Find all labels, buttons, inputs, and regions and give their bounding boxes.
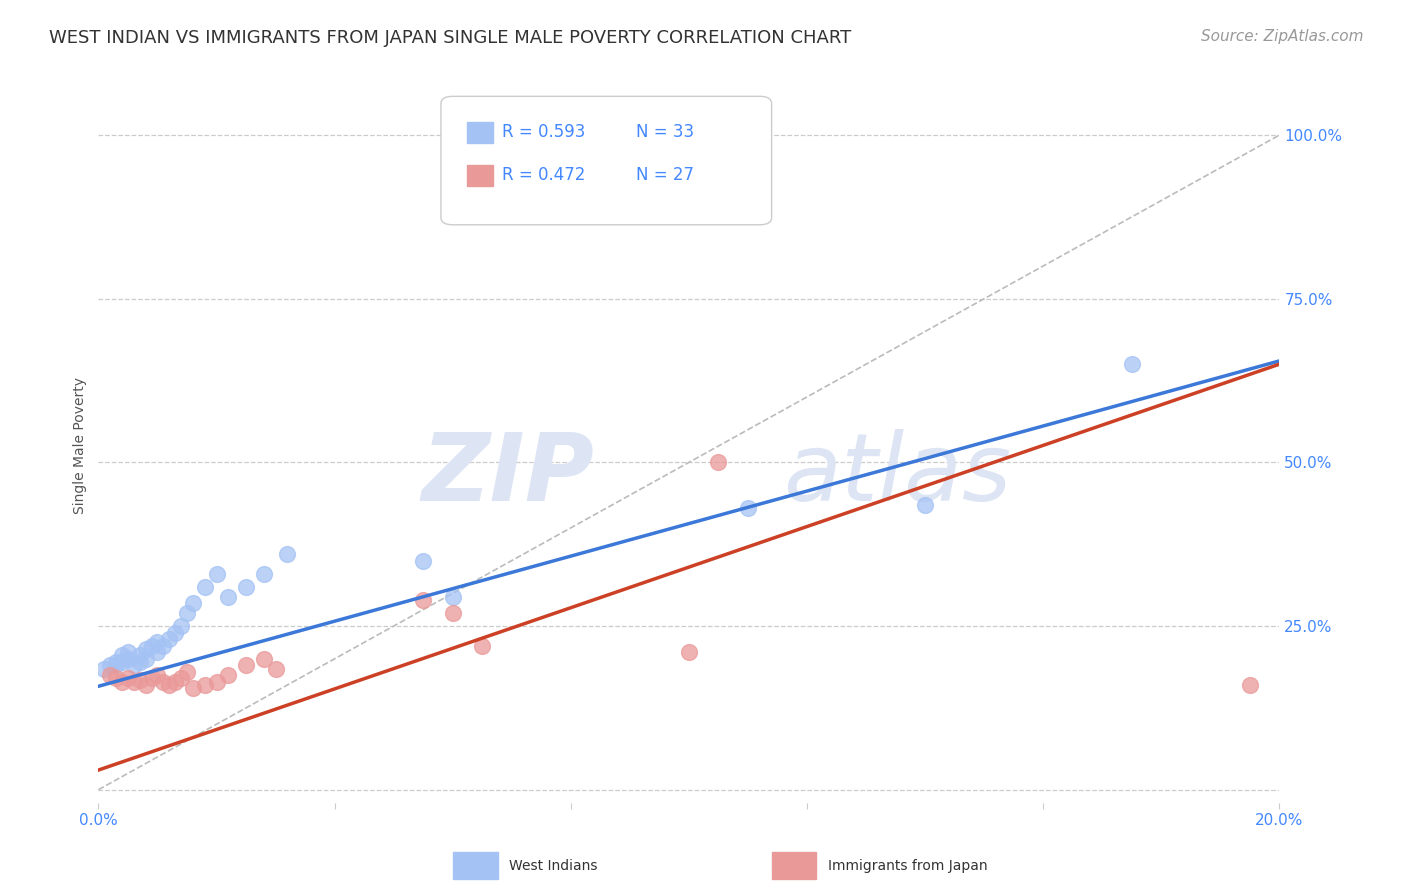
FancyBboxPatch shape	[772, 852, 817, 880]
Point	[98, 668, 121, 682]
Text: Source: ZipAtlas.com: Source: ZipAtlas.com	[1201, 29, 1364, 45]
Point	[1121, 357, 1143, 371]
Point	[111, 648, 134, 663]
Point	[128, 648, 150, 663]
Text: N = 33: N = 33	[636, 123, 695, 141]
Point	[105, 672, 128, 686]
FancyBboxPatch shape	[453, 852, 498, 880]
Point	[98, 658, 121, 673]
Point	[152, 639, 174, 653]
Point	[146, 668, 169, 682]
Point	[176, 606, 198, 620]
Point	[117, 672, 139, 686]
Point	[111, 674, 134, 689]
Point	[152, 674, 174, 689]
Point	[146, 645, 169, 659]
Point	[253, 566, 276, 581]
Point	[264, 662, 287, 676]
Text: N = 27: N = 27	[636, 166, 693, 184]
Point	[122, 674, 145, 689]
Point	[194, 580, 217, 594]
Point	[235, 580, 257, 594]
Point	[170, 619, 193, 633]
Point	[205, 566, 228, 581]
Text: WEST INDIAN VS IMMIGRANTS FROM JAPAN SINGLE MALE POVERTY CORRELATION CHART: WEST INDIAN VS IMMIGRANTS FROM JAPAN SIN…	[49, 29, 852, 47]
FancyBboxPatch shape	[441, 96, 772, 225]
Point	[471, 639, 494, 653]
Text: R = 0.593: R = 0.593	[502, 123, 586, 141]
Point	[181, 681, 204, 696]
Point	[111, 655, 134, 669]
Point	[205, 674, 228, 689]
Point	[128, 655, 150, 669]
Point	[146, 635, 169, 649]
Point	[105, 655, 128, 669]
Point	[141, 639, 163, 653]
Point	[93, 662, 115, 676]
Point	[412, 592, 434, 607]
Point	[914, 498, 936, 512]
Point	[165, 625, 187, 640]
Point	[217, 590, 239, 604]
Point	[412, 553, 434, 567]
Point	[707, 455, 730, 469]
Point	[117, 652, 139, 666]
Point	[181, 596, 204, 610]
Text: R = 0.472: R = 0.472	[502, 166, 586, 184]
Point	[737, 501, 759, 516]
Point	[176, 665, 198, 679]
Point	[157, 632, 180, 647]
FancyBboxPatch shape	[467, 165, 494, 186]
Point	[105, 658, 128, 673]
Point	[441, 590, 464, 604]
Point	[141, 672, 163, 686]
Point	[194, 678, 217, 692]
Point	[235, 658, 257, 673]
Text: ZIP: ZIP	[422, 428, 595, 521]
Y-axis label: Single Male Poverty: Single Male Poverty	[73, 377, 87, 515]
Point	[157, 678, 180, 692]
Point	[276, 547, 298, 561]
Point	[217, 668, 239, 682]
FancyBboxPatch shape	[467, 122, 494, 143]
Point	[128, 673, 150, 687]
Text: West Indians: West Indians	[509, 859, 598, 872]
Point	[135, 652, 157, 666]
Point	[441, 606, 464, 620]
Point	[678, 645, 700, 659]
Point	[135, 642, 157, 657]
Point	[170, 672, 193, 686]
Text: atlas: atlas	[783, 429, 1012, 520]
Point	[122, 658, 145, 673]
Text: Immigrants from Japan: Immigrants from Japan	[828, 859, 988, 872]
Point	[1239, 678, 1261, 692]
Point	[253, 652, 276, 666]
Point	[135, 678, 157, 692]
Point	[117, 645, 139, 659]
Point	[165, 674, 187, 689]
